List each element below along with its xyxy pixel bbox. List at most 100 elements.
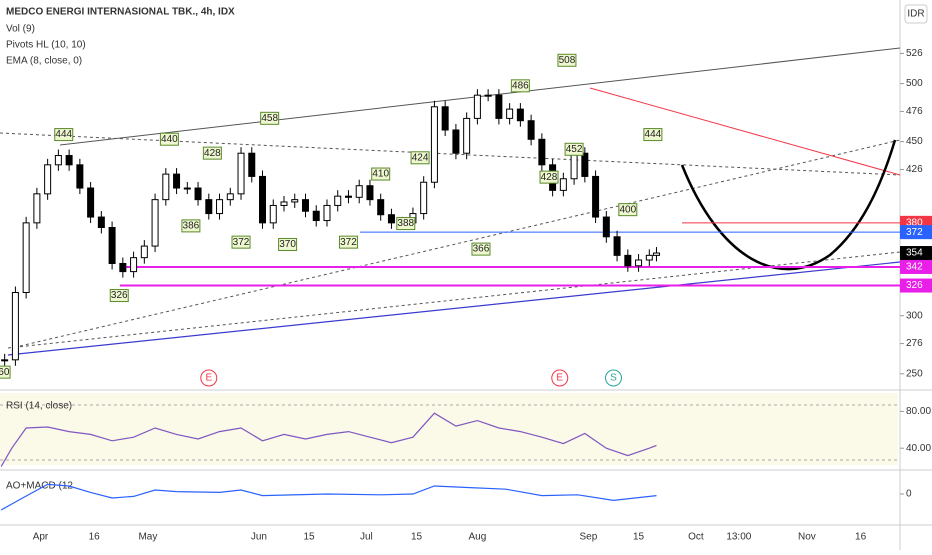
candle bbox=[635, 259, 643, 267]
price-tag-label: 342 bbox=[906, 262, 923, 273]
price-tag-label: 354 bbox=[906, 248, 923, 259]
symbol-title: MEDCO ENERGI INTERNASIONAL TBK., 4h, IDX bbox=[6, 7, 235, 18]
pivot-box bbox=[471, 242, 491, 256]
candle bbox=[119, 262, 127, 273]
pivot-box bbox=[278, 237, 298, 251]
candle bbox=[183, 187, 191, 190]
candle bbox=[269, 204, 277, 224]
macd-line bbox=[0, 483, 657, 511]
pivot-box bbox=[0, 365, 11, 379]
price-tag bbox=[900, 259, 932, 274]
candle bbox=[248, 152, 256, 177]
price-tag bbox=[900, 225, 932, 240]
macd-title: AO+MACD (12 bbox=[6, 481, 73, 492]
pivot-label: 260 bbox=[0, 367, 10, 378]
rsi-band bbox=[0, 393, 898, 465]
pivot-box bbox=[231, 235, 251, 249]
candle bbox=[33, 193, 41, 224]
pivot-box bbox=[557, 53, 577, 67]
x-tick-label: 15 bbox=[304, 532, 316, 543]
candle bbox=[484, 94, 492, 97]
pivot-label: 508 bbox=[559, 55, 576, 66]
pivot-box bbox=[371, 167, 391, 181]
y-tick-label: 276 bbox=[906, 338, 923, 349]
candle bbox=[65, 155, 73, 166]
candle bbox=[216, 199, 224, 215]
pivot-label: 458 bbox=[261, 113, 278, 124]
y-tick-label: 526 bbox=[906, 48, 923, 59]
pivot-box bbox=[181, 219, 201, 233]
indicator-label: EMA (8, close, 0) bbox=[6, 56, 82, 67]
pivot-box bbox=[410, 151, 430, 165]
pivot-label: 326 bbox=[111, 290, 128, 301]
candle bbox=[420, 181, 428, 215]
x-tick-label: Jun bbox=[251, 532, 267, 543]
candle bbox=[495, 94, 503, 119]
x-tick-label: Nov bbox=[798, 532, 816, 543]
candle bbox=[22, 222, 30, 294]
candle bbox=[613, 236, 621, 256]
candle bbox=[151, 199, 159, 247]
pivot-box bbox=[510, 79, 530, 93]
y-tick-label: 40.00 bbox=[906, 443, 931, 454]
candle bbox=[652, 252, 660, 256]
currency-badge[interactable] bbox=[904, 4, 928, 24]
pivot-label: 452 bbox=[566, 144, 583, 155]
candle bbox=[108, 227, 116, 264]
price-tag-label: 380 bbox=[906, 217, 923, 228]
candle bbox=[559, 178, 567, 191]
pivot-box bbox=[396, 217, 416, 231]
x-tick-label: 15 bbox=[633, 532, 645, 543]
event-label: E bbox=[205, 373, 212, 384]
candle bbox=[430, 106, 438, 183]
pivot-label: 424 bbox=[412, 152, 429, 163]
y-tick-label: 0 bbox=[906, 489, 912, 500]
candle bbox=[162, 173, 170, 201]
trend-line bbox=[7, 261, 901, 356]
candle bbox=[441, 106, 449, 131]
pivot-box bbox=[618, 203, 638, 217]
candle bbox=[506, 108, 514, 119]
candle bbox=[344, 195, 352, 198]
y-tick-label: 300 bbox=[906, 310, 923, 321]
candle bbox=[366, 185, 374, 201]
x-tick-label: Oct bbox=[688, 532, 704, 543]
pivot-label: 444 bbox=[55, 129, 72, 140]
x-tick-label: May bbox=[138, 532, 157, 543]
event-marker bbox=[551, 369, 569, 387]
candle bbox=[581, 152, 589, 177]
candle bbox=[538, 138, 546, 166]
x-tick-label: Jul bbox=[360, 532, 373, 543]
x-tick-label: 13:00 bbox=[726, 532, 751, 543]
candle bbox=[76, 164, 84, 189]
pivot-box bbox=[202, 146, 222, 160]
pivot-box bbox=[159, 132, 179, 146]
pivot-label: 388 bbox=[397, 218, 414, 229]
pivot-label: 370 bbox=[279, 239, 296, 250]
indicator-label: Vol (9) bbox=[6, 24, 35, 35]
candle bbox=[173, 173, 181, 189]
candle bbox=[11, 292, 19, 361]
x-tick-label: Apr bbox=[33, 532, 49, 543]
candle bbox=[602, 216, 610, 238]
candle bbox=[291, 199, 299, 203]
candle bbox=[140, 245, 148, 259]
pivot-label: 444 bbox=[645, 129, 662, 140]
price-tag bbox=[900, 246, 932, 261]
candle bbox=[87, 187, 95, 218]
pivot-label: 428 bbox=[541, 172, 558, 183]
y-tick-label: 450 bbox=[906, 136, 923, 147]
price-tag-label: 372 bbox=[906, 227, 923, 238]
candle bbox=[194, 187, 202, 201]
y-tick-label: 476 bbox=[906, 106, 923, 117]
y-tick-label: 250 bbox=[906, 368, 923, 379]
event-label: E bbox=[556, 373, 563, 384]
pivot-label: 386 bbox=[183, 221, 200, 232]
candle bbox=[323, 204, 331, 222]
rsi-line bbox=[0, 412, 657, 467]
candle bbox=[527, 120, 535, 140]
candle bbox=[645, 254, 653, 261]
pivot-box bbox=[539, 170, 559, 184]
